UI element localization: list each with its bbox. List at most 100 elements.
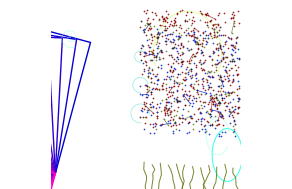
Point <box>160 50 165 53</box>
Point <box>185 48 190 51</box>
Point <box>175 55 179 58</box>
Point <box>192 112 196 115</box>
Point <box>146 72 151 75</box>
Point <box>144 111 149 114</box>
Point <box>220 53 225 56</box>
Point <box>230 13 235 16</box>
Point <box>168 70 172 73</box>
Point <box>223 69 227 72</box>
Point <box>176 115 181 118</box>
Point <box>190 122 195 125</box>
Point <box>159 50 164 53</box>
Point <box>219 116 223 119</box>
Point <box>218 34 223 37</box>
Point <box>200 79 205 82</box>
Point <box>231 97 236 100</box>
Point <box>200 43 204 46</box>
Point <box>196 93 201 96</box>
Point <box>233 63 237 66</box>
Point <box>156 88 161 91</box>
Point <box>228 121 233 124</box>
Point <box>223 109 228 112</box>
Point <box>193 40 198 43</box>
Point <box>145 74 150 77</box>
Point <box>159 88 164 91</box>
Point <box>225 79 230 82</box>
Point <box>216 85 221 88</box>
Point <box>208 94 213 97</box>
Point <box>183 89 187 92</box>
Point <box>203 89 207 92</box>
Point <box>142 9 146 12</box>
Point <box>139 109 144 112</box>
Point <box>146 68 150 71</box>
Point <box>181 45 185 48</box>
Point <box>201 118 206 121</box>
Point <box>204 77 209 81</box>
Point <box>172 79 176 82</box>
Point <box>217 12 222 15</box>
Point <box>154 78 159 81</box>
Point <box>218 60 223 63</box>
Point <box>196 79 201 82</box>
Point <box>212 28 216 31</box>
Point <box>188 70 193 73</box>
Point <box>220 50 225 53</box>
Point <box>229 43 233 46</box>
Point <box>191 101 195 104</box>
Point <box>214 68 219 71</box>
Point <box>184 34 189 37</box>
Point <box>151 87 155 90</box>
Point <box>191 53 195 56</box>
Point <box>163 19 167 22</box>
Point <box>147 105 152 108</box>
Point <box>141 28 146 31</box>
Point <box>196 47 200 50</box>
Point <box>223 33 227 36</box>
Point <box>226 91 231 94</box>
Point <box>171 118 175 121</box>
Point <box>224 94 229 98</box>
Point <box>184 11 189 14</box>
Point <box>205 24 209 27</box>
Point <box>215 62 219 65</box>
Point <box>220 51 225 54</box>
Point <box>191 85 196 88</box>
Point <box>179 60 184 63</box>
Point <box>174 60 178 63</box>
Point <box>211 103 215 106</box>
Point <box>223 131 227 134</box>
Point <box>154 54 159 57</box>
Point <box>148 34 153 37</box>
Point <box>216 101 221 104</box>
Point <box>145 38 150 41</box>
Point <box>160 31 164 34</box>
Point <box>145 93 150 96</box>
Point <box>217 122 222 125</box>
Point <box>210 74 214 77</box>
Point <box>172 99 176 102</box>
Point <box>232 128 236 131</box>
Point <box>154 13 158 16</box>
Point <box>154 115 159 118</box>
Point <box>204 34 209 37</box>
Point <box>138 53 143 56</box>
Point <box>215 47 220 50</box>
Point <box>160 18 165 21</box>
Point <box>181 78 186 81</box>
Point <box>224 66 229 69</box>
Point <box>209 96 214 99</box>
Point <box>148 102 153 105</box>
Point <box>204 40 208 43</box>
Point <box>185 132 190 135</box>
Point <box>147 102 152 105</box>
Point <box>169 125 174 128</box>
Point <box>148 46 153 49</box>
Point <box>185 60 190 63</box>
Point <box>201 100 206 103</box>
Point <box>237 86 242 89</box>
Point <box>179 61 183 64</box>
Point <box>229 16 234 19</box>
Point <box>144 34 149 37</box>
Point <box>208 33 212 36</box>
